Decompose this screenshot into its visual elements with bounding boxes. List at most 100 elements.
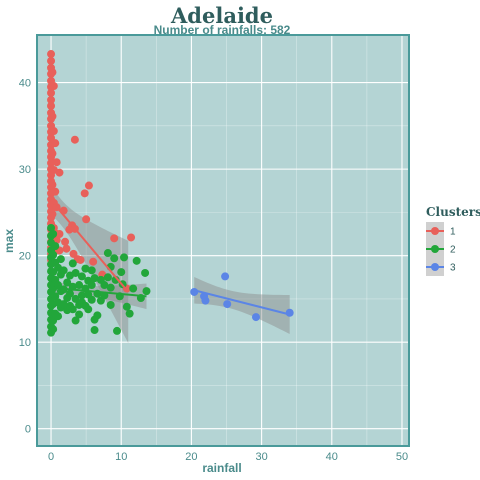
- data-point: [59, 266, 68, 275]
- trend-line-1: [50, 199, 130, 293]
- data-point: [51, 242, 60, 251]
- data-point: [47, 88, 56, 97]
- data-point: [55, 230, 64, 239]
- x-tick-label: 40: [326, 451, 338, 463]
- trend-lines: [50, 199, 290, 316]
- data-point: [48, 68, 57, 77]
- data-point: [127, 233, 136, 242]
- y-tick-label: 0: [25, 424, 31, 436]
- trend-line-2: [50, 286, 147, 298]
- data-point: [110, 254, 119, 263]
- data-point: [48, 112, 57, 121]
- data-point: [117, 268, 126, 277]
- legend-label: 2: [450, 245, 456, 256]
- data-point: [49, 325, 58, 334]
- confidence-band-3: [194, 276, 290, 335]
- data-point: [65, 289, 74, 298]
- data-point: [90, 274, 99, 283]
- x-tick-label: 10: [115, 451, 127, 463]
- data-point: [89, 257, 98, 266]
- data-point: [221, 272, 230, 281]
- data-point: [75, 281, 84, 290]
- data-point: [141, 268, 150, 277]
- data-point: [75, 310, 84, 319]
- data-point: [87, 266, 96, 275]
- data-point: [87, 281, 96, 290]
- data-point: [47, 50, 56, 59]
- legend-label: 3: [450, 263, 456, 274]
- data-point: [106, 300, 115, 309]
- y-tick-label: 40: [19, 78, 31, 90]
- data-point: [47, 95, 56, 104]
- data-point: [54, 312, 63, 321]
- data-point: [52, 158, 61, 167]
- data-point: [106, 283, 115, 292]
- data-point: [71, 294, 80, 303]
- data-point: [223, 300, 232, 309]
- x-tick-label: 50: [396, 451, 408, 463]
- data-point: [51, 187, 60, 196]
- data-point: [47, 101, 56, 110]
- data-point: [63, 278, 72, 287]
- data-point: [251, 313, 260, 322]
- x-axis-title: rainfall: [202, 461, 241, 475]
- y-axis-title: max: [2, 229, 16, 253]
- data-point: [81, 264, 90, 273]
- data-point: [51, 292, 60, 301]
- x-tick-label: 0: [48, 451, 54, 463]
- data-point: [70, 135, 79, 144]
- chart-title: Adelaide: [170, 3, 273, 28]
- data-point: [100, 281, 109, 290]
- data-point: [110, 234, 119, 243]
- data-point: [48, 180, 57, 189]
- x-tick-label: 20: [185, 451, 197, 463]
- data-point: [71, 316, 80, 325]
- data-point: [47, 223, 56, 232]
- data-point: [48, 149, 57, 158]
- data-point: [71, 268, 80, 277]
- data-point: [122, 302, 131, 311]
- data-point: [87, 295, 96, 304]
- data-point: [49, 82, 58, 91]
- data-point: [129, 284, 138, 293]
- plot-panel: [37, 35, 409, 446]
- data-point: [77, 272, 86, 281]
- data-point: [103, 249, 112, 258]
- data-point: [47, 56, 56, 65]
- y-tick-label: 30: [19, 164, 31, 176]
- y-tick-label: 10: [19, 337, 31, 349]
- data-point: [80, 189, 89, 198]
- trend-line-3: [193, 289, 290, 316]
- data-point: [90, 326, 99, 335]
- legend-key-2: [431, 245, 439, 253]
- data-point: [55, 168, 64, 177]
- data-point: [68, 259, 77, 268]
- data-points: [47, 50, 294, 337]
- data-point: [49, 127, 58, 136]
- data-point: [62, 244, 71, 253]
- data-point: [77, 291, 86, 300]
- chart-subtitle: Number of rainfalls: 582: [154, 23, 291, 37]
- y-tick-label: 20: [19, 251, 31, 263]
- data-point: [142, 287, 151, 296]
- legend: Clusters 1 2 3: [426, 205, 480, 276]
- data-point: [49, 230, 58, 239]
- data-point: [54, 281, 63, 290]
- data-point: [56, 255, 65, 264]
- plot-frame: [36, 34, 410, 447]
- data-point: [51, 139, 60, 148]
- data-point: [93, 311, 102, 320]
- data-point: [84, 181, 93, 190]
- data-point: [59, 300, 68, 309]
- data-point: [103, 273, 112, 282]
- data-point: [61, 237, 70, 246]
- data-point: [201, 296, 210, 305]
- data-point: [125, 309, 134, 318]
- data-point: [113, 326, 122, 335]
- data-point: [84, 305, 93, 314]
- data-point: [132, 256, 141, 265]
- axis-ticks: 0 10 20 30 40 50 0 10 20 30 40: [19, 78, 408, 463]
- x-tick-label: 30: [255, 451, 267, 463]
- data-point: [76, 255, 85, 264]
